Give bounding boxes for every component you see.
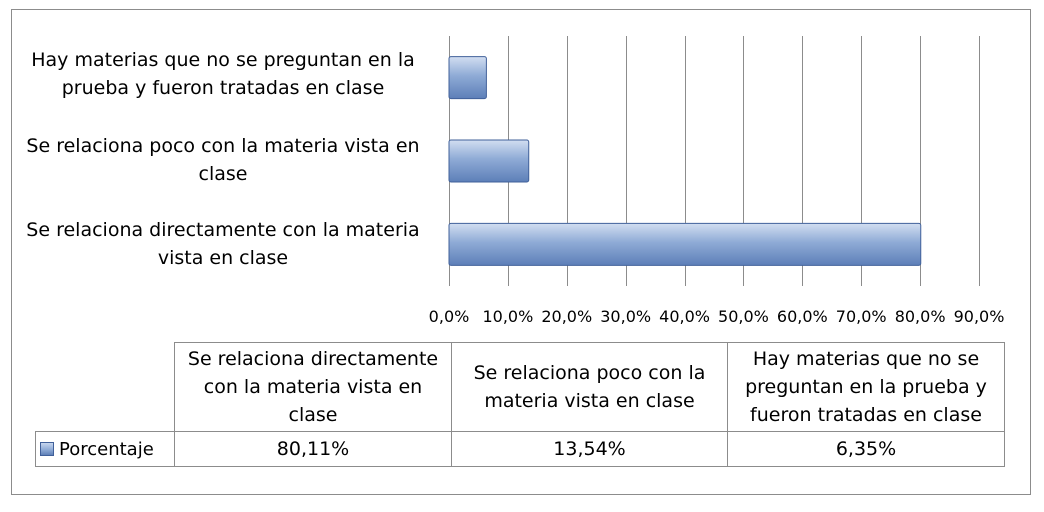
category-label: Se relaciona directamente con la materia… xyxy=(26,219,420,269)
x-tick-label: 10,0% xyxy=(482,307,533,326)
x-axis-ticks: 0,0% 10,0% 20,0% 30,0% 40,0% 50,0% 60,0% 70,0% 8… xyxy=(429,307,1005,326)
category-label: Hay materias que no se preguntan en la p… xyxy=(31,49,415,99)
data-table: Se relaciona directamente con la materia… xyxy=(35,342,1005,467)
data-table-header-row: Se relaciona directamente con la materia… xyxy=(35,342,1005,432)
x-tick-label: 60,0% xyxy=(777,307,828,326)
bar xyxy=(448,56,487,100)
bar xyxy=(448,139,530,183)
x-tick-label: 70,0% xyxy=(836,307,887,326)
data-table-header: Hay materias que no se preguntan en la p… xyxy=(727,342,1005,432)
data-table-header: Se relaciona directamente con la materia… xyxy=(174,342,452,432)
data-label: 13,54% xyxy=(451,431,728,467)
x-tick-label: 40,0% xyxy=(659,307,710,326)
x-tick-label: 20,0% xyxy=(541,307,592,326)
x-tick-label: 90,0% xyxy=(954,307,1005,326)
data-table-row: Porcentaje 80,11% 13,54% 6,35% xyxy=(35,431,1005,467)
x-tick-label: 30,0% xyxy=(600,307,651,326)
data-table-header: Se relaciona poco con la materia vista e… xyxy=(451,342,728,432)
data-label: 80,11% xyxy=(174,431,452,467)
category-label: Se relaciona poco con la materia vista e… xyxy=(26,135,420,185)
x-tick-label: 50,0% xyxy=(718,307,769,326)
x-tick-label: 0,0% xyxy=(429,307,470,326)
legend-entry: Porcentaje xyxy=(35,431,175,467)
data-table-corner xyxy=(35,342,175,432)
series-name: Porcentaje xyxy=(59,438,154,460)
x-tick-label: 80,0% xyxy=(895,307,946,326)
bar xyxy=(448,222,922,266)
data-label: 6,35% xyxy=(727,431,1005,467)
legend-key-icon xyxy=(40,441,54,456)
bars xyxy=(448,56,922,266)
